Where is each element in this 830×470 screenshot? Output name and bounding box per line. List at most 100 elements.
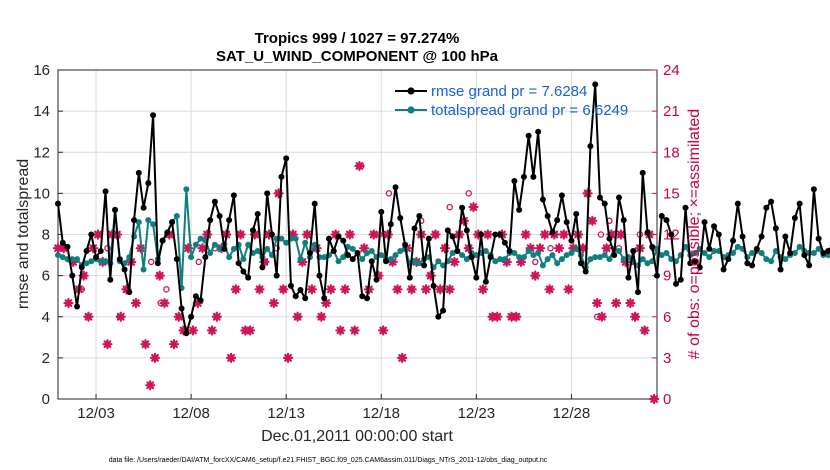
obs-assimilated-point — [482, 229, 493, 240]
totalspread-point — [292, 235, 299, 242]
rmse-point — [159, 237, 166, 244]
rmse-point — [620, 217, 627, 224]
obs-assimilated-point — [601, 243, 612, 254]
rmse-point — [482, 278, 489, 285]
rmse-point — [530, 173, 537, 180]
obs-assimilated-point — [520, 229, 531, 240]
totalspread-point — [83, 260, 90, 267]
rmse-point — [268, 231, 275, 238]
totalspread-point — [368, 247, 375, 254]
rmse-point — [558, 192, 565, 199]
obs-assimilated-point — [558, 229, 569, 240]
obs-assimilated-point — [368, 229, 379, 240]
y2-tick-label: 3 — [663, 350, 671, 367]
totalspread-point — [658, 252, 665, 259]
rmse-point — [820, 250, 827, 257]
totalspread-point — [535, 250, 542, 257]
totalspread-point — [435, 258, 442, 265]
obs-assimilated-point — [563, 284, 574, 295]
rmse-point — [658, 212, 665, 219]
rmse-point — [245, 274, 252, 281]
rmse-point — [330, 247, 337, 254]
totalspread-point — [321, 254, 328, 261]
obs-assimilated-point — [206, 325, 218, 336]
rmse-point — [188, 313, 195, 320]
rmse-point — [739, 233, 746, 240]
obs-assimilated-point — [577, 243, 588, 254]
obs-assimilated-point — [639, 325, 650, 336]
totalspread-point — [311, 241, 318, 248]
obs-assimilated-point — [439, 243, 451, 254]
rmse-series — [55, 81, 830, 337]
rmse-point — [169, 219, 176, 226]
obs-assimilated-point — [115, 311, 126, 322]
totalspread-point — [730, 250, 737, 257]
rmse-point — [116, 256, 123, 263]
totalspread-point — [283, 239, 290, 246]
rmse-point — [249, 227, 256, 234]
rmse-point — [112, 206, 119, 213]
rmse-point — [749, 262, 756, 269]
obs-assimilated-point — [140, 339, 151, 350]
obs-possible-point — [147, 258, 155, 266]
totalspread-point — [192, 241, 199, 248]
rmse-point — [78, 264, 85, 271]
obs-assimilated-point — [406, 284, 417, 295]
rmse-point — [287, 282, 294, 289]
totalspread-point — [768, 258, 775, 265]
obs-assimilated-point — [611, 297, 622, 309]
rmse-point — [668, 231, 675, 238]
obs-assimilated-point — [477, 284, 489, 295]
rmse-point — [311, 200, 318, 207]
obs-assimilated-point — [102, 339, 113, 350]
totalspread-point — [150, 221, 157, 228]
rmse-point — [768, 198, 775, 205]
rmse-point — [582, 268, 589, 275]
x-tick-label: 12/03 — [77, 405, 115, 422]
totalspread-point — [815, 245, 822, 252]
rmse-point — [283, 155, 290, 162]
rmse-point — [402, 241, 409, 248]
obs-assimilated-point — [553, 243, 565, 254]
totalspread-point — [216, 245, 223, 252]
rmse-point — [753, 245, 760, 252]
rmse-point — [687, 260, 694, 267]
obs-assimilated-point — [78, 270, 89, 281]
chart-title-line2: SAT_U_WIND_COMPONENT @ 100 hPa — [216, 48, 499, 65]
rmse-point — [430, 282, 437, 289]
rmse-point — [720, 266, 727, 273]
obs-possible-point — [163, 286, 170, 293]
totalspread-point — [520, 254, 527, 261]
obs-assimilated-point — [168, 339, 180, 350]
obs-assimilated-point — [121, 284, 132, 295]
legend-spread-marker — [407, 106, 415, 114]
obs-assimilated-point — [244, 325, 256, 336]
totalspread-point — [55, 252, 61, 259]
obs-assimilated-point — [83, 311, 94, 322]
rmse-point — [364, 295, 371, 302]
legend-spread-label: totalspread grand pr = 6.6249 — [431, 102, 628, 119]
totalspread-point — [511, 250, 518, 257]
rmse-point — [335, 233, 342, 240]
y-tick-label: 6 — [42, 268, 50, 285]
rmse-point — [173, 256, 180, 263]
totalspread-point — [245, 241, 252, 248]
obs-assimilated-point — [463, 243, 474, 254]
rmse-point — [121, 266, 128, 273]
rmse-point — [306, 250, 313, 257]
totalspread-point — [183, 186, 190, 193]
totalspread-point — [587, 256, 594, 263]
rmse-point — [297, 287, 304, 294]
totalspread-point — [387, 256, 394, 263]
rmse-point — [154, 260, 161, 267]
totalspread-point — [706, 254, 713, 261]
rmse-point — [535, 128, 542, 135]
obs-assimilated-point — [349, 325, 360, 336]
rmse-point — [83, 247, 90, 254]
totalspread-point — [791, 250, 798, 257]
rmse-point — [88, 231, 95, 238]
rmse-point — [791, 215, 798, 222]
totalspread-point — [135, 219, 142, 226]
totalspread-point — [525, 247, 532, 254]
obs-possible-point — [465, 190, 472, 197]
